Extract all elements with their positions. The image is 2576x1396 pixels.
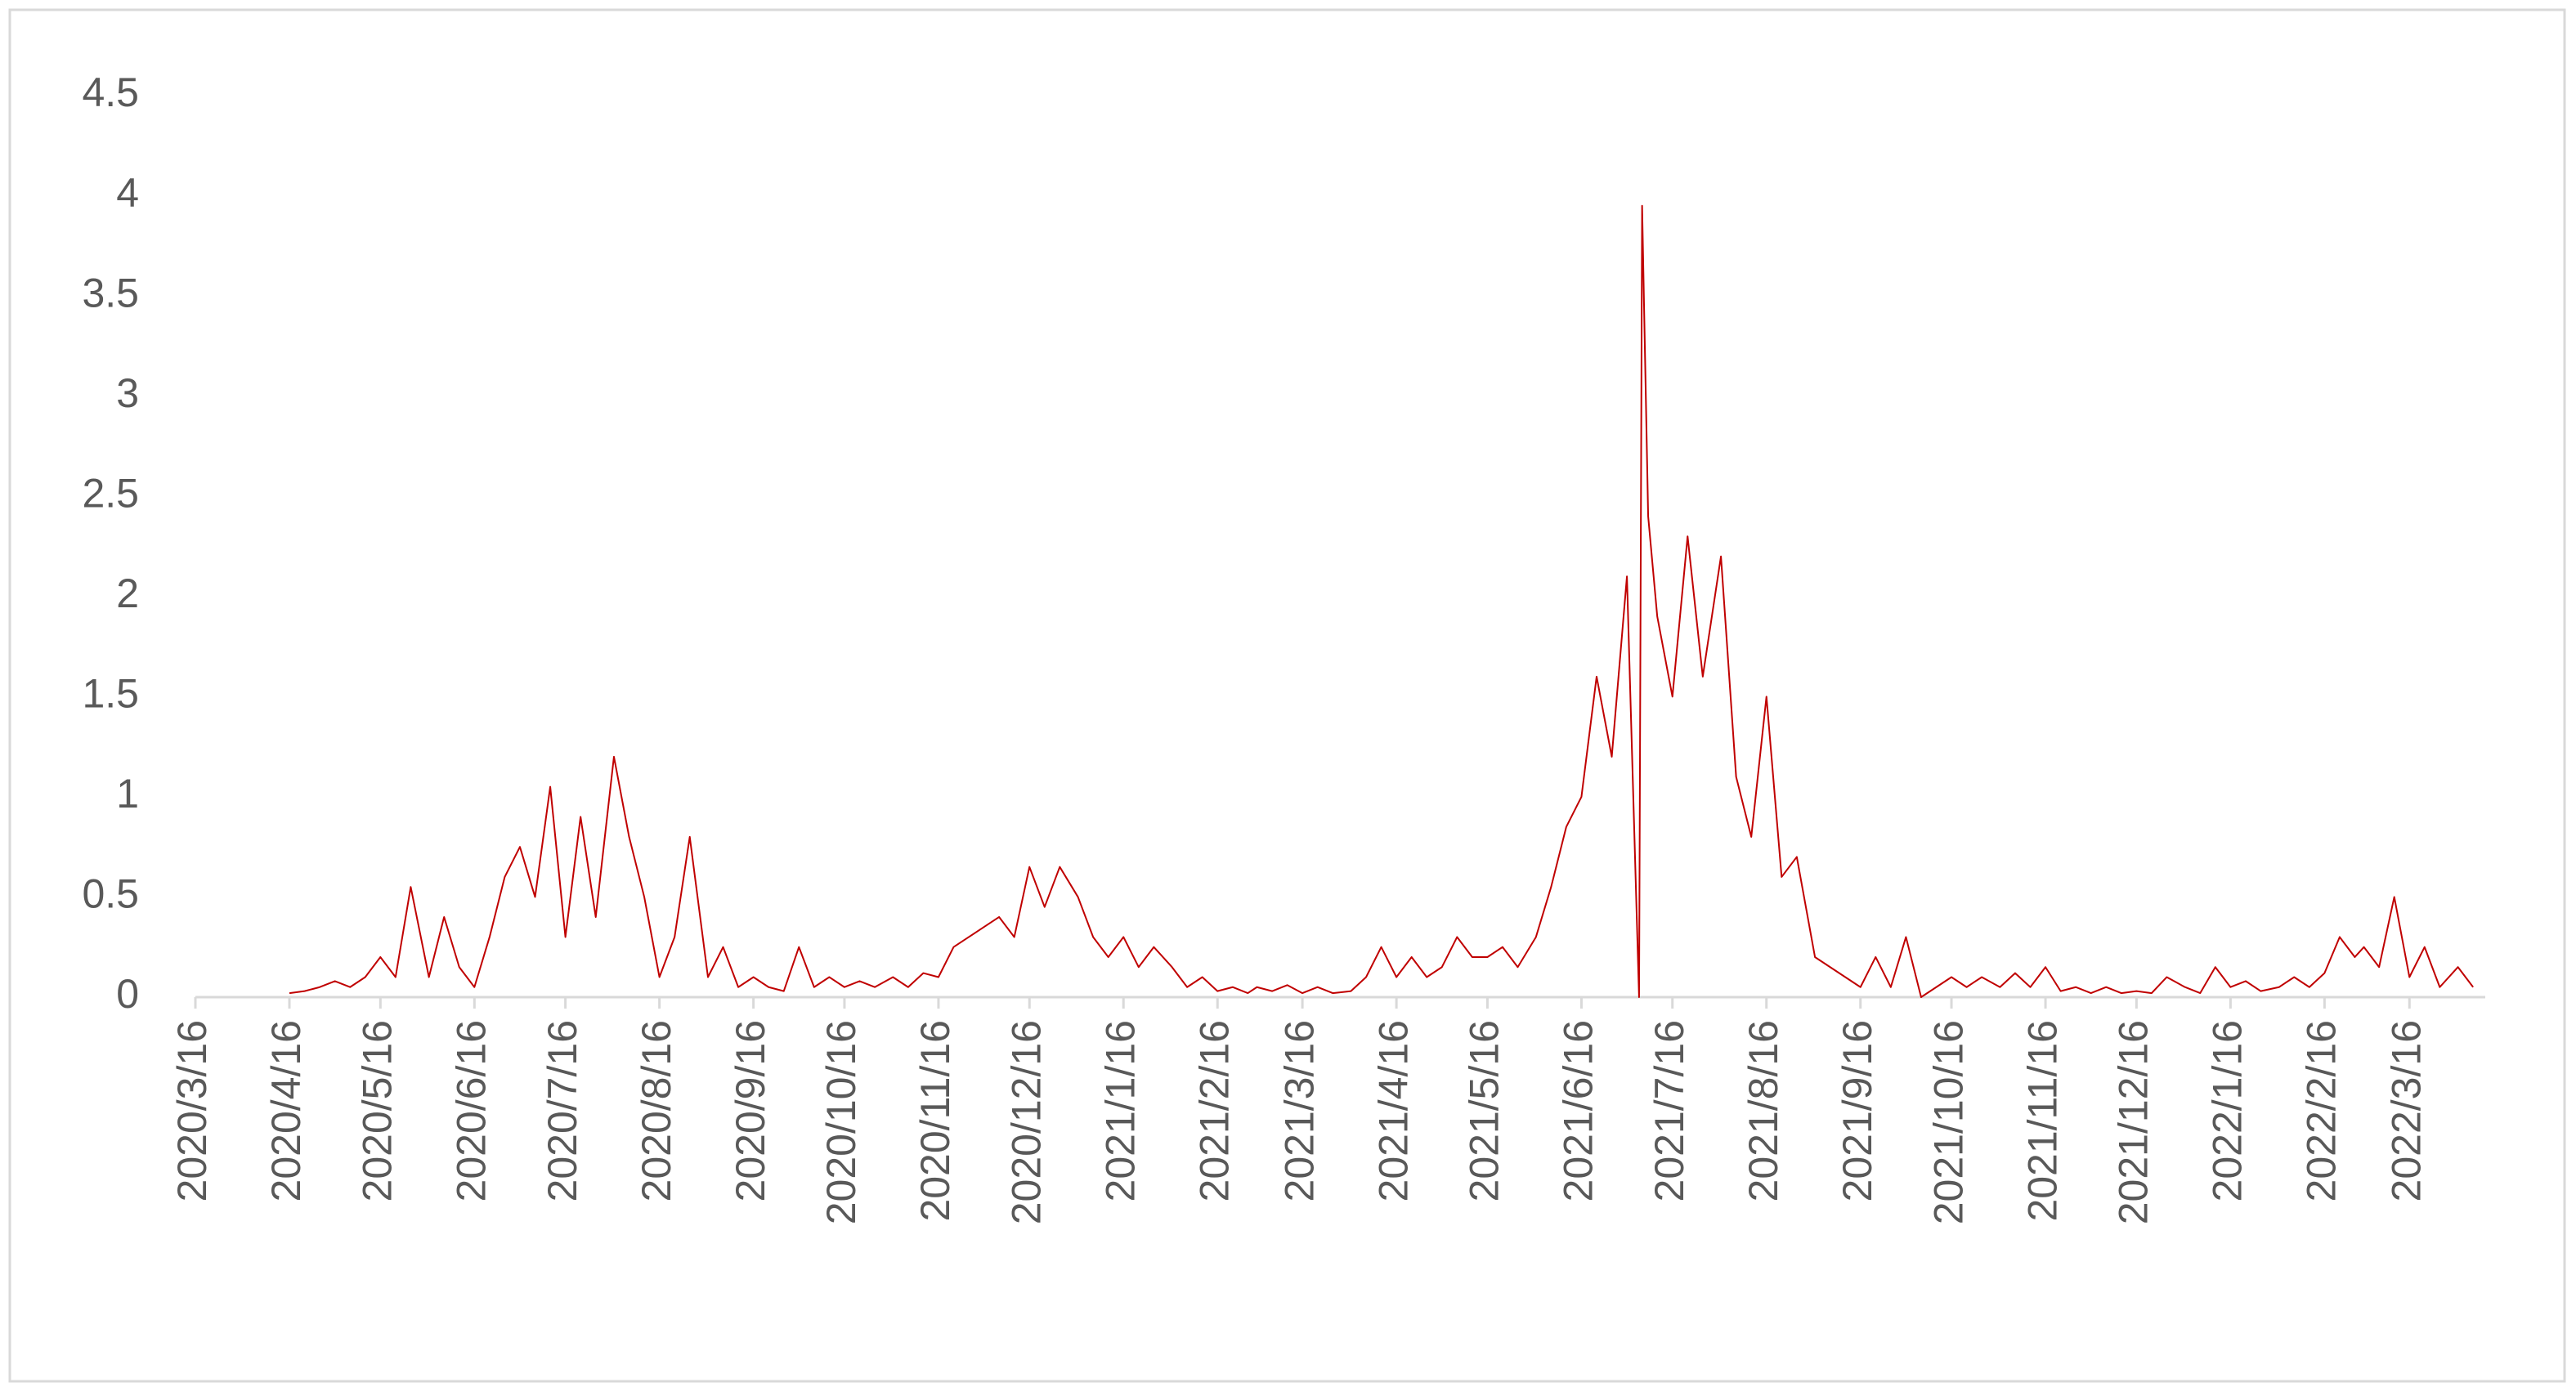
y-tick-label: 2 (116, 570, 139, 616)
x-tick-label: 2021/2/16 (1191, 1020, 1237, 1201)
x-tick-label: 2020/12/16 (1003, 1020, 1049, 1224)
x-tick-label: 2021/6/16 (1556, 1020, 1602, 1201)
y-tick-label: 1 (116, 771, 139, 817)
y-tick-label: 0 (116, 971, 139, 1017)
x-tick-label: 2021/4/16 (1370, 1020, 1416, 1201)
x-tick-label: 2021/8/16 (1740, 1020, 1786, 1201)
x-tick-label: 2020/3/16 (169, 1020, 215, 1201)
y-tick-label: 2.5 (82, 470, 139, 516)
x-tick-label: 2020/11/16 (912, 1020, 958, 1222)
x-tick-label: 2020/7/16 (540, 1020, 585, 1201)
x-tick-label: 2021/7/16 (1646, 1020, 1692, 1201)
y-tick-label: 3 (116, 370, 139, 416)
x-tick-label: 2020/10/16 (818, 1020, 864, 1224)
x-tick-label: 2021/3/16 (1276, 1020, 1322, 1201)
data-line (289, 204, 2474, 998)
x-tick-label: 2022/3/16 (2383, 1020, 2429, 1201)
chart-border (8, 8, 2566, 1383)
x-tick-label: 2021/1/16 (1097, 1020, 1143, 1201)
y-tick-label: 0.5 (82, 871, 139, 917)
x-tick-label: 2020/4/16 (263, 1020, 309, 1201)
x-tick-label: 2020/5/16 (355, 1020, 401, 1201)
x-tick-label: 2021/5/16 (1462, 1020, 1508, 1201)
x-tick-label: 2021/12/16 (2111, 1020, 2157, 1224)
x-tick-label: 2021/9/16 (1835, 1020, 1880, 1201)
y-tick-label: 4 (116, 170, 139, 216)
x-tick-label: 2022/2/16 (2299, 1020, 2345, 1201)
x-tick-label: 2021/11/16 (2019, 1020, 2065, 1222)
x-tick-label: 2020/6/16 (449, 1020, 495, 1201)
x-tick-label: 2021/10/16 (1925, 1020, 1971, 1224)
x-tick-label: 2020/8/16 (634, 1020, 679, 1201)
x-tick-label: 2020/9/16 (728, 1020, 773, 1201)
x-tick-label: 2022/1/16 (2205, 1020, 2251, 1201)
y-tick-label: 4.5 (82, 69, 139, 115)
y-tick-label: 3.5 (82, 270, 139, 315)
y-tick-label: 1.5 (82, 671, 139, 717)
